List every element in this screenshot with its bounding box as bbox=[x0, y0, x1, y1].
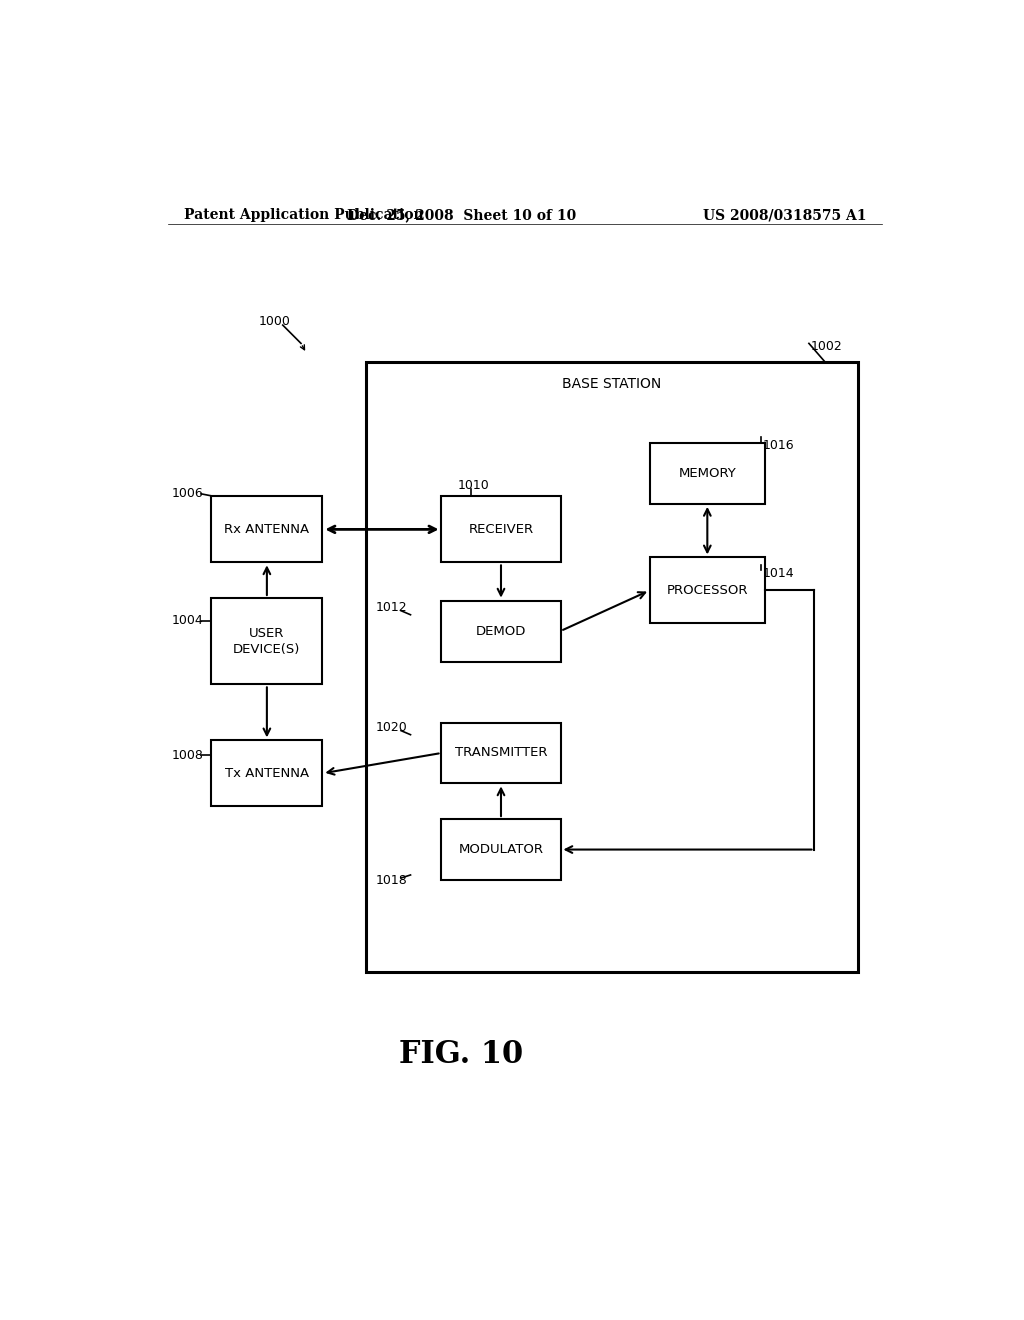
FancyBboxPatch shape bbox=[211, 741, 323, 807]
Text: DEMOD: DEMOD bbox=[476, 624, 526, 638]
Text: 1002: 1002 bbox=[811, 341, 843, 352]
Text: 1020: 1020 bbox=[376, 721, 408, 734]
Text: RECEIVER: RECEIVER bbox=[468, 523, 534, 536]
FancyBboxPatch shape bbox=[211, 598, 323, 684]
Text: PROCESSOR: PROCESSOR bbox=[667, 583, 749, 597]
Text: USER
DEVICE(S): USER DEVICE(S) bbox=[233, 627, 301, 656]
Text: 1006: 1006 bbox=[172, 487, 204, 500]
FancyBboxPatch shape bbox=[211, 496, 323, 562]
Text: 1018: 1018 bbox=[376, 874, 408, 887]
Text: 1008: 1008 bbox=[172, 748, 204, 762]
FancyBboxPatch shape bbox=[441, 722, 560, 784]
FancyBboxPatch shape bbox=[441, 601, 560, 661]
FancyBboxPatch shape bbox=[441, 818, 560, 880]
Text: 1012: 1012 bbox=[376, 601, 408, 614]
Text: BASE STATION: BASE STATION bbox=[562, 378, 662, 391]
Text: Tx ANTENNA: Tx ANTENNA bbox=[225, 767, 309, 780]
FancyBboxPatch shape bbox=[650, 444, 765, 504]
Text: US 2008/0318575 A1: US 2008/0318575 A1 bbox=[702, 209, 866, 222]
Text: TRANSMITTER: TRANSMITTER bbox=[455, 747, 547, 759]
Text: MEMORY: MEMORY bbox=[679, 467, 736, 480]
Text: 1016: 1016 bbox=[763, 438, 795, 451]
Text: Rx ANTENNA: Rx ANTENNA bbox=[224, 523, 309, 536]
Text: 1000: 1000 bbox=[259, 314, 291, 327]
FancyBboxPatch shape bbox=[441, 496, 560, 562]
Text: Dec. 25, 2008  Sheet 10 of 10: Dec. 25, 2008 Sheet 10 of 10 bbox=[347, 209, 575, 222]
Text: MODULATOR: MODULATOR bbox=[459, 843, 544, 857]
Text: 1014: 1014 bbox=[763, 566, 795, 579]
Text: Patent Application Publication: Patent Application Publication bbox=[183, 209, 423, 222]
Text: FIG. 10: FIG. 10 bbox=[399, 1039, 523, 1071]
Text: 1004: 1004 bbox=[172, 614, 204, 627]
FancyBboxPatch shape bbox=[367, 362, 858, 972]
FancyBboxPatch shape bbox=[650, 557, 765, 623]
Text: 1010: 1010 bbox=[458, 479, 489, 492]
